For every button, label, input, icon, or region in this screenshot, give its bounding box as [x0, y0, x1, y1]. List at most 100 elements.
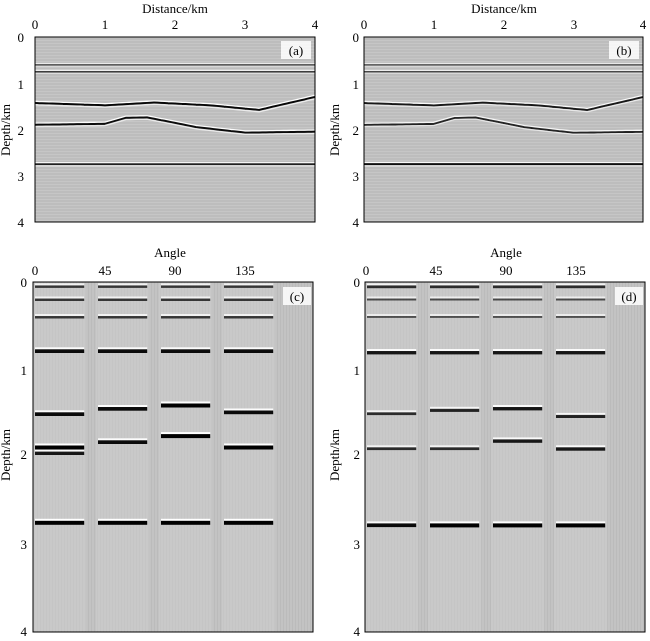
panel-c-y-tick: 2 [21, 447, 28, 462]
gather-event [224, 283, 274, 286]
gather-event [430, 285, 480, 289]
panel-c: Angle 0 45 90 135 Depth/km 0 1 2 3 4 (c) [0, 245, 314, 639]
gather-event [493, 314, 543, 317]
panel-a-y-tick: 4 [18, 215, 25, 230]
panel-d-label: (d) [621, 289, 636, 304]
gather-event [556, 283, 606, 287]
gather-event [430, 521, 480, 525]
gather-event [367, 412, 417, 416]
panel-d-y-tick: 4 [354, 624, 361, 639]
gather-event [493, 405, 543, 409]
gather-event [430, 314, 480, 317]
panel-c-y-title: Depth/km [0, 429, 13, 481]
reflector-horizon-2 [34, 118, 316, 136]
panel-a-x-title: Distance/km [142, 1, 208, 16]
reflector-horizon-2 [363, 115, 644, 133]
gather-event [224, 347, 274, 351]
panel-b: Distance/km 0 1 2 3 4 Depth/km 0 1 2 3 4… [327, 1, 647, 230]
gather-event [367, 316, 417, 318]
panel-a-frame [34, 36, 316, 223]
gather-event [35, 347, 85, 351]
gather-event [556, 351, 606, 355]
gather-event [224, 296, 274, 299]
gather-event [161, 347, 211, 351]
panel-a-x-tick: 0 [32, 17, 39, 32]
panel-c-label: (c) [290, 289, 304, 304]
gather-event [35, 314, 85, 317]
panel-d-label-box [615, 287, 643, 305]
gather-event [367, 314, 417, 317]
gather-event [98, 285, 148, 288]
gather-event [430, 408, 480, 412]
gather-event [367, 410, 417, 413]
gather-event [35, 298, 85, 301]
gather-event [556, 414, 606, 418]
panel-b-y-tick: 0 [353, 30, 360, 45]
gather-event [35, 445, 85, 450]
panel-b-frame [363, 36, 644, 223]
gather-event [430, 447, 480, 451]
gather-event [161, 283, 211, 286]
gather-event [35, 518, 85, 523]
gather-event [367, 521, 417, 525]
panel-a-y-tick: 0 [18, 30, 25, 45]
gather-event [493, 523, 543, 528]
gather-event [161, 349, 211, 353]
panel-b-x-tick: 3 [571, 17, 578, 32]
angle-gather [554, 283, 608, 631]
panel-b-y-tick: 1 [353, 77, 360, 92]
gather-event [98, 296, 148, 299]
gather-event [35, 285, 85, 288]
panel-d-x-tick: 90 [500, 263, 513, 278]
panel-d-y-tick: 1 [354, 363, 361, 378]
panel-b-y-tick: 4 [353, 215, 360, 230]
gather-event [367, 445, 417, 448]
gather-event [430, 296, 480, 299]
gather-event [430, 316, 480, 318]
gather-event [161, 316, 211, 319]
gather-event [35, 296, 85, 299]
panel-b-x-tick: 4 [640, 17, 647, 32]
reflector-horizon-1 [363, 94, 644, 111]
angle-gather [222, 283, 276, 631]
gather-event [430, 445, 480, 448]
panel-c-x-tick: 45 [99, 263, 112, 278]
gather-event [224, 445, 274, 450]
gather-event [367, 285, 417, 289]
gather-event [430, 523, 480, 528]
panel-a-y-tick: 1 [18, 77, 25, 92]
gather-event [493, 521, 543, 525]
panel-d-x-tick: 135 [566, 263, 586, 278]
gather-event [161, 298, 211, 301]
gather-event [493, 285, 543, 289]
gather-event [430, 283, 480, 287]
panel-c-x-tick-labels: 0 45 90 135 [32, 263, 255, 278]
panel-d-y-tick-labels: 0 1 2 3 4 [354, 275, 361, 639]
panel-a-x-tick: 3 [242, 17, 249, 32]
panel-a-label: (a) [289, 43, 303, 58]
gather-event [367, 523, 417, 528]
gather-event [98, 407, 148, 411]
angle-gather [428, 283, 482, 631]
gather-event [556, 523, 606, 528]
gather-event [367, 447, 417, 451]
panel-c-y-tick-labels: 0 1 2 3 4 [21, 275, 28, 639]
gather-event [367, 298, 417, 301]
panel-a: Distance/km 0 1 2 3 4 Depth/km 0 1 2 3 4… [0, 1, 319, 230]
gather-event [493, 316, 543, 318]
gather-event [556, 349, 606, 353]
gather-event [224, 349, 274, 353]
gather-event [493, 437, 543, 441]
panel-b-plot-area [364, 37, 643, 222]
panel-c-gathers [33, 283, 276, 631]
gather-event [98, 438, 148, 442]
gather-event [493, 407, 543, 411]
reflector-horizon-1 [34, 94, 316, 111]
panel-d-x-title: Angle [490, 245, 522, 260]
gather-event [161, 520, 211, 525]
gather-event [98, 520, 148, 525]
gather-event [161, 296, 211, 299]
reflector-horizon-2 [363, 116, 644, 134]
panel-b-label: (b) [616, 43, 631, 58]
gather-event [161, 518, 211, 523]
